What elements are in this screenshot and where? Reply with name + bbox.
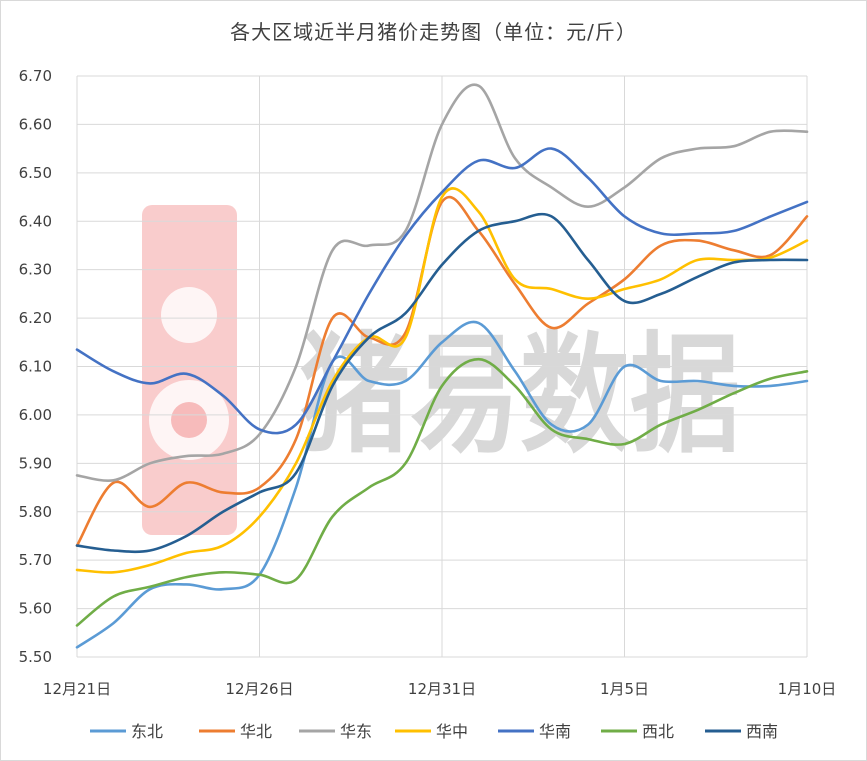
grid-lines [76, 75, 808, 658]
x-axis-ticks: 12月21日 12月26日 12月31日 1月5日 1月10日 [43, 680, 836, 698]
legend-label: 西北 [642, 722, 674, 741]
series-line-华南 [75, 147, 809, 435]
watermark-logo-ring [161, 287, 217, 343]
watermark-logo-dot [171, 402, 207, 438]
series-line-华中 [75, 187, 809, 574]
legend-label: 华北 [240, 722, 272, 741]
y-tick-label: 6.40 [19, 212, 52, 230]
y-tick-label: 5.90 [19, 454, 52, 472]
watermark-logo [142, 205, 237, 535]
y-tick-label: 6.60 [19, 115, 52, 133]
x-tick-label: 1月10日 [778, 680, 837, 698]
legend-label: 华东 [340, 722, 372, 741]
y-axis-ticks: 6.70 6.60 6.50 6.40 6.30 6.20 6.10 6.00 5.90 5.80… [19, 67, 52, 666]
y-tick-label: 6.50 [19, 164, 52, 182]
series-line-西南 [75, 212, 809, 554]
series-lines [75, 83, 809, 649]
legend-label: 东北 [131, 722, 163, 741]
y-tick-label: 6.70 [19, 67, 52, 85]
legend-label: 西南 [746, 722, 778, 741]
y-tick-label: 6.00 [19, 406, 52, 424]
series-line-东北 [75, 320, 809, 649]
x-tick-label: 12月26日 [225, 680, 293, 698]
x-tick-label: 12月31日 [408, 680, 476, 698]
series-line-西北 [75, 357, 809, 627]
y-tick-label: 5.80 [19, 503, 52, 521]
y-tick-label: 6.10 [19, 358, 52, 376]
watermark-text: 猪易数据 [300, 319, 740, 471]
x-tick-label: 12月21日 [43, 680, 111, 698]
series-line-华东 [75, 83, 809, 482]
x-tick-label: 1月5日 [600, 680, 649, 698]
y-tick-label: 5.70 [19, 551, 52, 569]
legend: 东北 华北 华东 华中 华南 西北 西南 [90, 722, 778, 741]
legend-label: 华中 [436, 722, 468, 741]
y-tick-label: 5.50 [19, 648, 52, 666]
watermark-layer: 猪易数据 [142, 205, 740, 535]
y-tick-label: 5.60 [19, 600, 52, 618]
y-tick-label: 6.30 [19, 261, 52, 279]
chart-title: 各大区域近半月猪价走势图（单位：元/斤） [230, 20, 637, 44]
y-tick-label: 6.20 [19, 309, 52, 327]
legend-label: 华南 [539, 722, 571, 741]
